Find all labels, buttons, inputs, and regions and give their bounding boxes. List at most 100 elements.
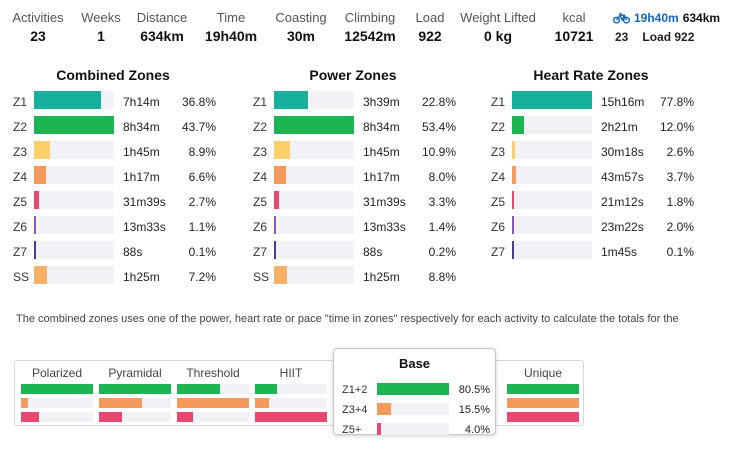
zone-time: 31m39s (123, 195, 166, 209)
base-model-popup: Base Z1+2 80.5% Z3+4 15.5% Z5+ 4.0% (333, 348, 497, 436)
zone-bar-track (512, 116, 592, 134)
base-row-percent: 80.5% (458, 384, 490, 396)
zone-percent: 53.4% (421, 120, 456, 134)
zone-row-ss[interactable]: SS 1h25m 7.2% (13, 266, 253, 291)
zone-row-z2[interactable]: Z2 2h21m 12.0% (491, 116, 731, 141)
stat-load: Load 922 (385, 10, 475, 45)
base-bar (377, 423, 381, 435)
zone-name: Z1 (491, 95, 506, 109)
zone-name: Z4 (491, 170, 506, 184)
model-bar-track (99, 412, 171, 422)
zone-percent: 2.6% (666, 145, 694, 159)
zone-bar (34, 166, 46, 184)
zone-time: 21m12s (601, 195, 644, 209)
zone-time: 1h25m (363, 270, 400, 284)
zone-time: 15h16m (601, 95, 645, 109)
model-threshold[interactable]: Threshold (177, 365, 249, 422)
zone-percent: 0.2% (428, 245, 456, 259)
base-row-percent: 15.5% (458, 404, 490, 416)
base-bar-track (377, 403, 449, 415)
model-polarized[interactable]: Polarized (21, 365, 93, 422)
zone-row-z6[interactable]: Z6 13m33s 1.4% (253, 216, 493, 241)
zone-name: Z4 (253, 170, 268, 184)
model-bar-track (21, 412, 93, 422)
zone-row-z5[interactable]: Z5 31m39s 2.7% (13, 191, 253, 216)
zone-name: Z2 (253, 120, 268, 134)
zone-name: Z2 (491, 120, 506, 134)
zone-bar (512, 166, 516, 184)
sport-distance: 634km (682, 11, 721, 25)
zone-row-z5[interactable]: Z5 31m39s 3.3% (253, 191, 493, 216)
stat-value: 1 (97, 28, 105, 44)
model-bar (99, 412, 122, 422)
model-hiit[interactable]: HIIT (255, 365, 327, 422)
zone-percent: 8.8% (428, 270, 456, 284)
zone-row-z3[interactable]: Z3 30m18s 2.6% (491, 141, 731, 166)
zone-row-z3[interactable]: Z3 1h45m 10.9% (253, 141, 493, 166)
zone-row-z5[interactable]: Z5 21m12s 1.8% (491, 191, 731, 216)
zone-row-z6[interactable]: Z6 13m33s 1.1% (13, 216, 253, 241)
zone-row-z4[interactable]: Z4 43m57s 3.7% (491, 166, 731, 191)
zone-time: 1h45m (123, 145, 160, 159)
zone-row-z6[interactable]: Z6 23m22s 2.0% (491, 216, 731, 241)
stat-coasting: Coasting 30m (256, 10, 346, 45)
zone-bar-track (512, 216, 592, 234)
zone-row-ss[interactable]: SS 1h25m 8.8% (253, 266, 493, 291)
zone-bar-track (512, 141, 592, 159)
zone-table-title: Heart Rate Zones (533, 67, 649, 83)
zone-percent: 12.0% (659, 120, 694, 134)
zone-table-title: Power Zones (309, 67, 397, 83)
zone-row-z1[interactable]: Z1 15h16m 77.8% (491, 91, 731, 116)
zone-bar (34, 241, 36, 259)
zone-name: Z6 (13, 220, 28, 234)
zone-bar-track (512, 91, 592, 109)
stat-value: 0 kg (483, 28, 512, 44)
zone-percent: 1.8% (666, 195, 694, 209)
zone-bar (274, 241, 276, 259)
model-bar-track (99, 398, 171, 408)
zone-time: 88s (363, 245, 383, 259)
model-name: Unique (523, 366, 563, 380)
base-row: Z3+4 15.5% (334, 401, 497, 419)
zone-row-z1[interactable]: Z1 7h14m 36.8% (13, 91, 253, 116)
zone-table-heart-rate-zones: Heart Rate Zones Z1 15h16m 77.8% Z2 2h21m 12.0… (491, 66, 731, 266)
zone-bar (274, 266, 287, 284)
zone-percent: 6.6% (188, 170, 216, 184)
zone-row-z7[interactable]: Z7 88s 0.2% (253, 241, 493, 266)
model-bar-track (177, 412, 249, 422)
zone-percent: 10.9% (421, 145, 456, 159)
combined-zones-note: The combined zones uses one of the power… (16, 313, 679, 325)
zone-name: Z7 (491, 245, 506, 259)
zone-row-z7[interactable]: Z7 1m45s 0.1% (491, 241, 731, 266)
model-unique[interactable]: Unique (507, 365, 579, 422)
zone-time: 7h14m (123, 95, 160, 109)
base-row-label: Z1+2 (342, 384, 368, 396)
zone-name: Z1 (13, 95, 28, 109)
model-bar-track (255, 384, 327, 394)
stat-value: 634km (140, 28, 184, 44)
zone-row-z2[interactable]: Z2 8h34m 53.4% (253, 116, 493, 141)
model-bar (255, 398, 269, 408)
model-pyramidal[interactable]: Pyramidal (99, 365, 171, 422)
model-bar-track (177, 398, 249, 408)
sport-summary[interactable]: 19h40m 634km 23 Load 922 (613, 10, 731, 46)
sport-time-link[interactable]: 19h40m (634, 11, 679, 25)
model-bar (21, 412, 39, 422)
zone-row-z1[interactable]: Z1 3h39m 22.8% (253, 91, 493, 116)
zone-bar-track (34, 91, 114, 109)
zone-row-z2[interactable]: Z2 8h34m 43.7% (13, 116, 253, 141)
zone-bar-track (274, 166, 354, 184)
zone-row-z3[interactable]: Z3 1h45m 8.9% (13, 141, 253, 166)
zone-bar (274, 216, 276, 234)
zone-bar (274, 191, 279, 209)
model-bar-track (21, 384, 93, 394)
zone-row-z4[interactable]: Z4 1h17m 6.6% (13, 166, 253, 191)
zone-bar (512, 241, 514, 259)
model-bar (255, 412, 327, 422)
model-bar (507, 384, 579, 394)
zone-row-z7[interactable]: Z7 88s 0.1% (13, 241, 253, 266)
zone-bar (34, 216, 36, 234)
zone-time: 3h39m (363, 95, 400, 109)
zone-row-z4[interactable]: Z4 1h17m 8.0% (253, 166, 493, 191)
zone-percent: 2.7% (188, 195, 216, 209)
